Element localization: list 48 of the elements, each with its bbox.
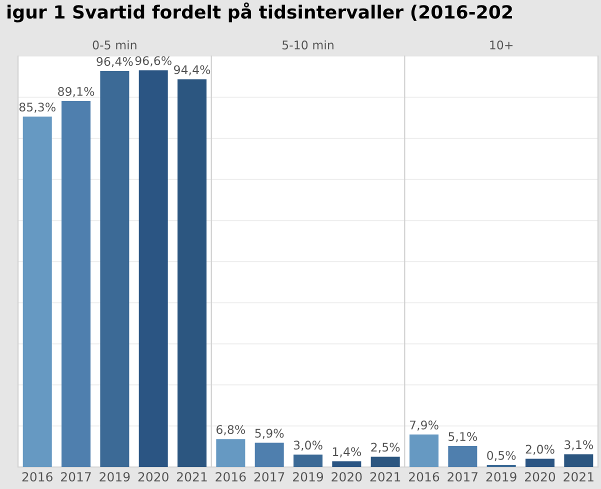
data-label: 6,8%	[216, 425, 246, 436]
bar	[448, 446, 478, 467]
data-label: 2,5%	[371, 442, 400, 453]
x-tick-label: 2016	[22, 472, 52, 482]
data-label: 5,1%	[448, 432, 478, 442]
bar	[254, 442, 284, 467]
x-tick-label: 2020	[525, 472, 556, 482]
bar	[332, 461, 362, 467]
x-tick-label: 2016	[409, 472, 440, 482]
x-tick-label: 2020	[332, 472, 362, 482]
bar	[216, 439, 246, 467]
data-label: 1,4%	[332, 447, 362, 458]
data-label: 94,4%	[174, 65, 210, 76]
x-tick-label: 2020	[138, 472, 168, 482]
bar	[526, 458, 554, 467]
bar	[62, 101, 91, 467]
bar	[370, 456, 400, 467]
x-tick-label: 2017	[254, 472, 284, 482]
x-tick-label: 2017	[448, 472, 478, 482]
data-label: 2,0%	[526, 444, 554, 455]
data-label: 3,0%	[294, 440, 322, 451]
x-tick-label: 2021	[177, 472, 207, 482]
bar	[178, 79, 207, 467]
data-label: 89,1%	[58, 87, 94, 98]
x-tick-label: 2021	[370, 472, 400, 482]
bar	[410, 434, 439, 467]
chart-title: 10+	[490, 40, 513, 50]
data-label: 85,3%	[19, 102, 56, 113]
bar	[564, 454, 594, 467]
chart-title: 5-10 min	[282, 40, 334, 50]
bar	[100, 71, 130, 467]
data-label: 96,6%	[135, 56, 172, 66]
bar	[138, 70, 168, 467]
data-label: 0,5%	[487, 450, 516, 462]
data-label: 96,4%	[96, 57, 133, 68]
data-label: 5,9%	[255, 428, 284, 439]
x-tick-label: 2019	[293, 472, 324, 482]
text: igur 1 Svartid fordelt på tidsintervaller (2016-202	[8, 2, 512, 22]
x-tick-label: 2019	[100, 472, 130, 482]
x-tick-label: 2016	[216, 472, 246, 482]
bar	[22, 116, 52, 467]
x-tick-label: 2021	[564, 472, 594, 482]
chart-title: 0-5 min	[92, 40, 136, 50]
bar	[294, 454, 323, 467]
data-label: 7,9%	[410, 420, 438, 431]
x-tick-label: 2019	[486, 472, 516, 482]
data-label: 3,1%	[564, 440, 594, 450]
x-tick-label: 2017	[61, 472, 91, 482]
